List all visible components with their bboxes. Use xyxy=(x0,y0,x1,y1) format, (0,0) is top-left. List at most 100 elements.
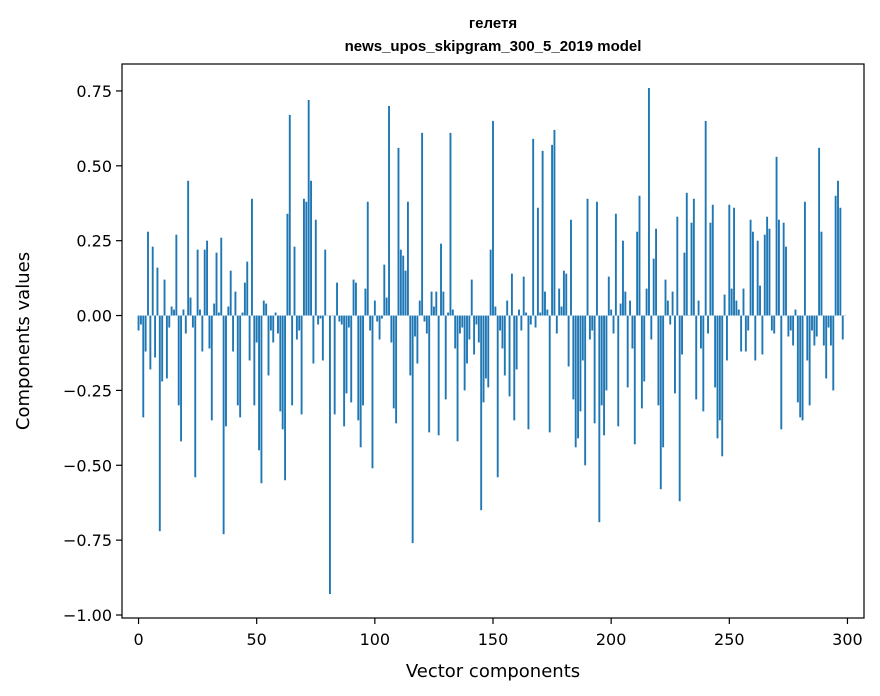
bar-10 xyxy=(161,315,164,382)
bar-165 xyxy=(527,315,530,430)
bar-229 xyxy=(678,315,681,502)
bar-261 xyxy=(754,315,757,361)
bar-19 xyxy=(182,309,185,316)
bar-260 xyxy=(751,231,754,316)
bar-294 xyxy=(832,315,835,391)
bar-212 xyxy=(638,195,641,316)
bar-series xyxy=(137,87,847,595)
bar-62 xyxy=(284,315,286,481)
bar-168 xyxy=(534,315,537,328)
bar-44 xyxy=(241,312,244,316)
bar-16 xyxy=(175,234,178,316)
bar-244 xyxy=(714,315,717,388)
bar-57 xyxy=(272,315,275,343)
bar-15 xyxy=(173,309,175,316)
bar-159 xyxy=(513,315,516,421)
bar-35 xyxy=(220,237,223,316)
bar-74 xyxy=(312,315,315,364)
bar-267 xyxy=(768,228,771,316)
bar-235 xyxy=(692,198,695,316)
bar-46 xyxy=(246,261,249,316)
bar-208 xyxy=(629,300,631,316)
bar-292 xyxy=(827,315,830,328)
bar-96 xyxy=(364,288,367,316)
bar-218 xyxy=(652,258,655,316)
bar-73 xyxy=(310,180,312,316)
bar-220 xyxy=(657,315,660,406)
chart-title: гелетя xyxy=(469,15,517,32)
bar-125 xyxy=(432,306,435,316)
bar-196 xyxy=(600,315,603,406)
bar-78 xyxy=(321,315,324,361)
bar-266 xyxy=(766,216,769,316)
bar-114 xyxy=(406,201,409,316)
bar-126 xyxy=(435,291,438,316)
bar-216 xyxy=(648,87,650,316)
bar-188 xyxy=(581,315,584,361)
bar-55 xyxy=(267,315,270,376)
bar-293 xyxy=(829,315,832,346)
bar-4 xyxy=(147,231,149,316)
bar-54 xyxy=(265,303,268,316)
bar-163 xyxy=(522,276,525,316)
bar-187 xyxy=(579,315,582,412)
bar-180 xyxy=(562,270,565,316)
bar-53 xyxy=(262,300,265,316)
bar-289 xyxy=(820,231,823,316)
bar-246 xyxy=(718,315,721,421)
bar-178 xyxy=(558,288,561,316)
bar-23 xyxy=(191,315,194,328)
bar-131 xyxy=(447,312,450,316)
bar-254 xyxy=(737,309,740,316)
bar-231 xyxy=(683,252,686,316)
bar-270 xyxy=(775,156,778,316)
bar-146 xyxy=(482,315,485,403)
bar-232 xyxy=(685,192,688,316)
bar-238 xyxy=(700,315,702,349)
bar-79 xyxy=(324,249,327,316)
bar-186 xyxy=(577,315,580,439)
bar-112 xyxy=(402,255,405,316)
bar-43 xyxy=(239,315,242,418)
x-tick-label-100: 100 xyxy=(360,630,391,649)
bar-240 xyxy=(704,120,707,316)
bar-158 xyxy=(510,273,513,316)
bar-32 xyxy=(213,303,216,316)
bar-205 xyxy=(622,240,624,316)
bar-144 xyxy=(477,315,480,343)
bar-236 xyxy=(695,315,698,400)
bar-226 xyxy=(671,291,674,316)
bar-230 xyxy=(681,315,683,355)
bar-243 xyxy=(711,204,714,316)
bar-221 xyxy=(659,315,662,490)
bar-65 xyxy=(291,315,294,406)
bar-66 xyxy=(293,246,296,316)
bar-71 xyxy=(305,201,308,316)
x-tick-label-0: 0 xyxy=(133,630,143,649)
bar-241 xyxy=(707,315,709,334)
bar-280 xyxy=(799,315,802,418)
bar-228 xyxy=(676,216,679,316)
bar-194 xyxy=(596,201,598,316)
x-tick-label-150: 150 xyxy=(478,630,509,649)
bar-258 xyxy=(747,315,750,331)
bar-107 xyxy=(390,315,393,343)
bar-33 xyxy=(215,252,218,316)
bar-86 xyxy=(340,315,343,325)
bar-1 xyxy=(139,315,142,325)
bar-193 xyxy=(593,315,596,424)
bar-129 xyxy=(442,291,445,316)
bar-118 xyxy=(416,315,419,364)
bar-206 xyxy=(624,291,627,316)
bar-121 xyxy=(423,315,426,322)
bar-130 xyxy=(444,315,447,400)
bar-52 xyxy=(260,315,263,484)
bar-166 xyxy=(529,315,532,325)
y-tick-label-4: −0.25 xyxy=(63,381,112,400)
bar-179 xyxy=(560,306,563,316)
bar-154 xyxy=(501,315,504,349)
bar-150 xyxy=(492,120,494,316)
bar-9 xyxy=(158,315,161,532)
bar-135 xyxy=(456,315,459,442)
bar-59 xyxy=(277,315,279,334)
